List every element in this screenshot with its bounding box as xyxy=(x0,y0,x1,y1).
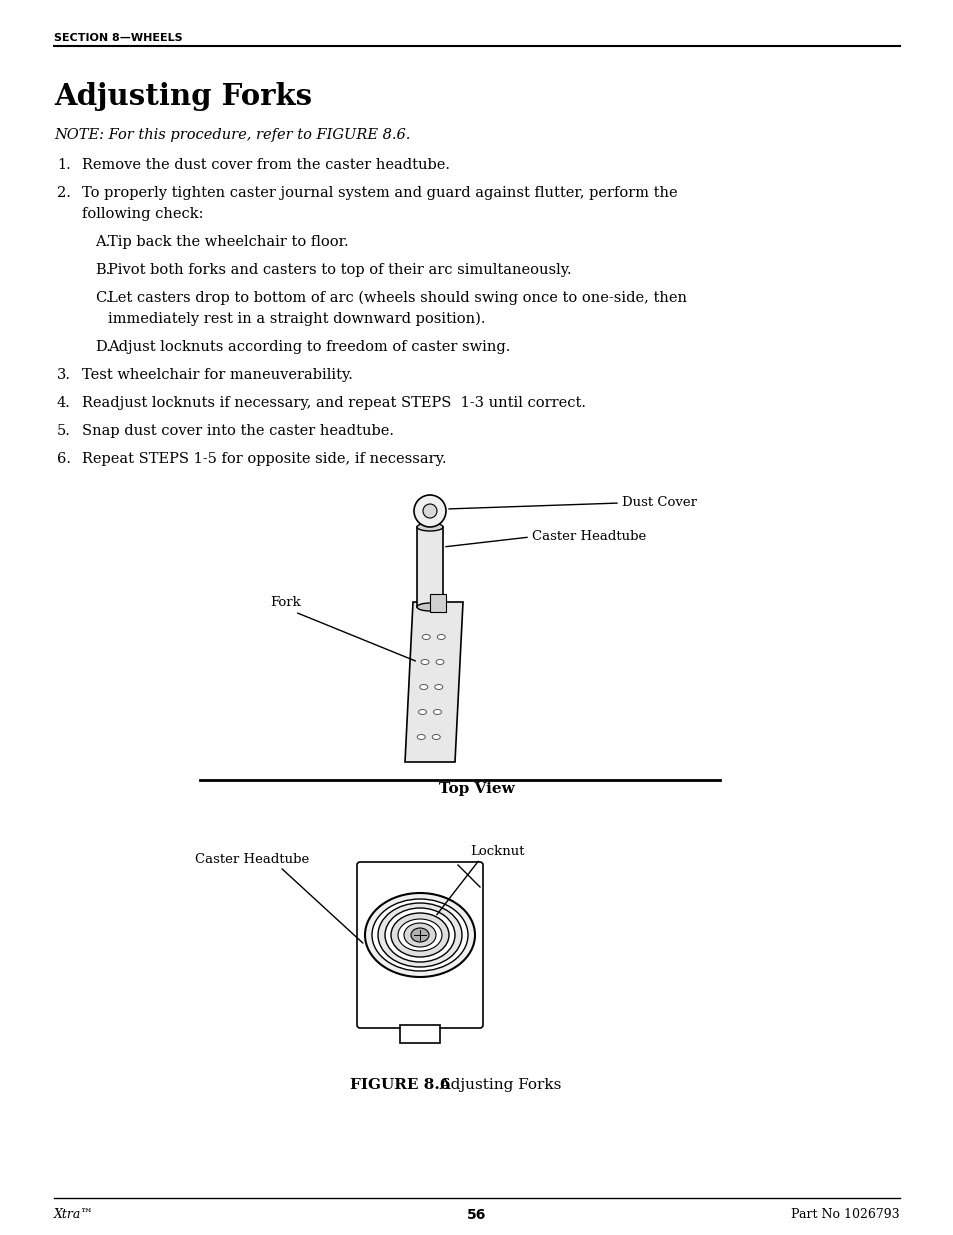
Text: Xtra™: Xtra™ xyxy=(54,1208,93,1221)
Text: FIGURE 8.6: FIGURE 8.6 xyxy=(350,1078,450,1092)
Ellipse shape xyxy=(432,735,439,740)
Ellipse shape xyxy=(365,893,475,977)
Ellipse shape xyxy=(416,603,442,611)
Ellipse shape xyxy=(422,635,430,640)
Ellipse shape xyxy=(411,927,429,942)
Text: Part No 1026793: Part No 1026793 xyxy=(791,1208,899,1221)
Ellipse shape xyxy=(419,684,427,689)
Text: 5.: 5. xyxy=(57,424,71,438)
Text: Snap dust cover into the caster headtube.: Snap dust cover into the caster headtube… xyxy=(82,424,394,438)
FancyBboxPatch shape xyxy=(356,862,482,1028)
Text: Readjust locknuts if necessary, and repeat STEPS  1-3 until correct.: Readjust locknuts if necessary, and repe… xyxy=(82,396,585,410)
Ellipse shape xyxy=(377,903,461,967)
Ellipse shape xyxy=(433,709,441,715)
Text: Dust Cover: Dust Cover xyxy=(621,496,697,510)
Ellipse shape xyxy=(436,635,445,640)
Ellipse shape xyxy=(372,899,468,971)
Text: Let casters drop to bottom of arc (wheels should swing once to one-side, then: Let casters drop to bottom of arc (wheel… xyxy=(108,291,686,305)
Ellipse shape xyxy=(397,919,441,951)
Polygon shape xyxy=(430,594,446,613)
Text: 56: 56 xyxy=(467,1208,486,1221)
Text: A.: A. xyxy=(95,235,111,249)
Text: Remove the dust cover from the caster headtube.: Remove the dust cover from the caster he… xyxy=(82,158,450,172)
Ellipse shape xyxy=(418,709,426,715)
Text: 6.: 6. xyxy=(57,452,71,466)
Text: Caster Headtube: Caster Headtube xyxy=(194,853,309,866)
Text: B.: B. xyxy=(95,263,111,277)
Text: Locknut: Locknut xyxy=(470,845,524,858)
Text: Pivot both forks and casters to top of their arc simultaneously.: Pivot both forks and casters to top of t… xyxy=(108,263,571,277)
Bar xyxy=(399,1025,439,1044)
Text: 2.: 2. xyxy=(57,186,71,200)
Ellipse shape xyxy=(385,908,455,962)
Circle shape xyxy=(422,504,436,517)
Text: immediately rest in a straight downward position).: immediately rest in a straight downward … xyxy=(108,312,485,326)
Text: following check:: following check: xyxy=(82,207,203,221)
Text: To properly tighten caster journal system and guard against flutter, perform the: To properly tighten caster journal syste… xyxy=(82,186,677,200)
Ellipse shape xyxy=(416,522,442,531)
Text: Repeat STEPS 1-5 for opposite side, if necessary.: Repeat STEPS 1-5 for opposite side, if n… xyxy=(82,452,446,466)
Ellipse shape xyxy=(420,659,429,664)
Circle shape xyxy=(414,495,446,527)
Ellipse shape xyxy=(435,684,442,689)
Ellipse shape xyxy=(436,659,443,664)
Text: Fork: Fork xyxy=(270,595,300,609)
Polygon shape xyxy=(405,601,462,762)
Text: Adjust locknuts according to freedom of caster swing.: Adjust locknuts according to freedom of … xyxy=(108,340,510,354)
Text: 3.: 3. xyxy=(57,368,71,382)
Text: Adjusting Forks: Adjusting Forks xyxy=(424,1078,560,1092)
Ellipse shape xyxy=(403,923,436,947)
Text: D.: D. xyxy=(95,340,111,354)
Text: 4.: 4. xyxy=(57,396,71,410)
Text: Test wheelchair for maneuverability.: Test wheelchair for maneuverability. xyxy=(82,368,353,382)
Bar xyxy=(416,527,442,606)
Ellipse shape xyxy=(416,735,425,740)
Text: Adjusting Forks: Adjusting Forks xyxy=(54,82,312,111)
Text: Top View: Top View xyxy=(438,782,515,797)
Text: SECTION 8—WHEELS: SECTION 8—WHEELS xyxy=(54,33,182,43)
Text: Caster Headtube: Caster Headtube xyxy=(532,531,645,543)
Ellipse shape xyxy=(391,913,449,957)
Text: NOTE: For this procedure, refer to FIGURE 8.6.: NOTE: For this procedure, refer to FIGUR… xyxy=(54,128,410,142)
Text: Tip back the wheelchair to floor.: Tip back the wheelchair to floor. xyxy=(108,235,348,249)
Text: C.: C. xyxy=(95,291,111,305)
Text: 1.: 1. xyxy=(57,158,71,172)
